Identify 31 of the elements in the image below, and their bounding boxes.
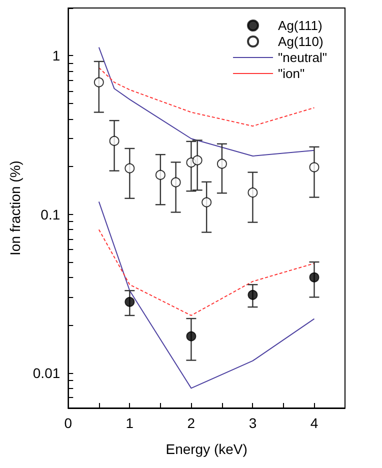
line-series: [98, 229, 315, 316]
x-tick-label: 3: [248, 415, 257, 431]
x-tick-label: 4: [310, 415, 318, 431]
y-tick-label: 0.01: [32, 364, 60, 381]
point: [192, 155, 202, 166]
legend-label: "neutral": [278, 50, 328, 65]
y-tick-label: 1: [52, 48, 60, 64]
point: [124, 296, 135, 307]
line-series: [98, 201, 315, 389]
legend-label: Ag(110): [278, 34, 324, 49]
legend-label: Ag(111): [278, 18, 322, 33]
line-series: [98, 67, 315, 127]
point: [216, 158, 227, 169]
x-tick-label: 0: [64, 415, 72, 431]
point: [309, 162, 320, 172]
legend-label: "ion": [278, 66, 305, 81]
point: [155, 170, 166, 180]
point: [202, 197, 212, 208]
point: [170, 177, 181, 188]
x-tick-label: 2: [187, 415, 196, 431]
point: [186, 331, 196, 342]
point: [248, 188, 258, 198]
x-tick-label: 1: [126, 415, 134, 431]
point: [94, 77, 104, 88]
point: [124, 163, 135, 174]
point: [309, 272, 320, 282]
point: [109, 136, 120, 146]
point: [248, 290, 258, 300]
y-axis-title: Ion fraction (%): [7, 160, 23, 256]
y-tick-label: 0.1: [40, 206, 60, 222]
x-axis-title: Energy (keV): [166, 441, 248, 457]
